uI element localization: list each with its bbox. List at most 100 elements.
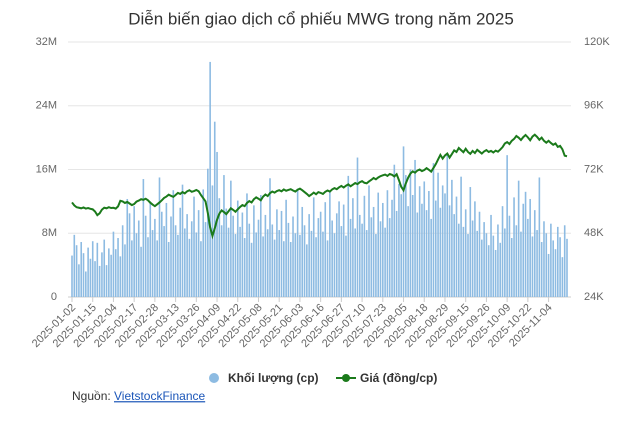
bar (200, 241, 202, 297)
bar (211, 185, 214, 297)
bar (499, 242, 502, 297)
bar (545, 233, 548, 297)
bar (444, 193, 446, 297)
bar (329, 191, 331, 297)
bar (121, 225, 124, 297)
bar (432, 163, 435, 297)
bar (156, 240, 158, 297)
bar (259, 195, 262, 297)
bar (165, 202, 168, 297)
bar (266, 229, 269, 297)
bar (428, 191, 430, 297)
bar (513, 197, 515, 297)
bar (469, 187, 472, 297)
bar (262, 236, 264, 297)
bar (561, 257, 564, 297)
legend-label: Khối lượng (cp) (228, 371, 319, 385)
chart-title: Diễn biến giao dịch cổ phiếu MWG trong n… (128, 9, 514, 28)
bar (216, 151, 218, 297)
bar (306, 244, 308, 297)
bar (418, 186, 421, 297)
bar (563, 225, 566, 297)
bar (487, 245, 490, 297)
bar (101, 252, 103, 297)
y2-tick-label: 48K (584, 227, 604, 239)
bar (167, 242, 170, 297)
bar (131, 240, 133, 297)
bar (338, 201, 340, 297)
bar (457, 223, 460, 297)
bar (197, 210, 200, 297)
bar (209, 61, 211, 297)
bar (476, 230, 479, 297)
bar (248, 223, 251, 297)
bar (225, 208, 228, 297)
bar (160, 211, 163, 297)
bar (80, 242, 83, 297)
bar (395, 210, 398, 297)
bar (163, 226, 165, 297)
bar (269, 178, 271, 297)
bar (227, 227, 230, 297)
bar (372, 206, 375, 297)
bar (340, 226, 343, 297)
bar (324, 202, 327, 297)
bar (326, 240, 329, 297)
bar (94, 261, 96, 297)
bar (552, 240, 554, 297)
bar (529, 198, 531, 297)
bar (308, 214, 310, 297)
bar (430, 218, 432, 297)
bar (352, 198, 354, 297)
bar (303, 225, 306, 297)
bar (490, 214, 492, 297)
bar (536, 230, 538, 297)
bar (220, 225, 223, 297)
bar (354, 228, 356, 297)
bar (411, 195, 414, 297)
bar (285, 199, 287, 297)
bar (292, 216, 294, 297)
bar (365, 230, 368, 297)
bar (446, 154, 449, 297)
bar (241, 212, 244, 297)
bar (177, 234, 179, 297)
bar (423, 181, 426, 297)
bar (172, 190, 175, 297)
bar (119, 256, 122, 297)
bar (105, 265, 108, 297)
source-link[interactable]: VietstockFinance (114, 389, 205, 403)
bar (441, 185, 444, 297)
y-tick-label: 24M (36, 100, 57, 112)
bar (289, 242, 292, 297)
bar (301, 206, 304, 297)
bar (287, 222, 290, 297)
bar (278, 230, 281, 297)
bar (184, 228, 186, 297)
bar (190, 221, 193, 297)
bar (550, 223, 552, 297)
bar (133, 206, 135, 297)
bar (257, 219, 260, 297)
bar (531, 236, 534, 297)
bar (556, 226, 559, 297)
bar (393, 164, 396, 297)
bar (140, 246, 142, 297)
bar (151, 230, 154, 297)
bar (103, 239, 106, 297)
bar (455, 196, 458, 297)
bar (402, 146, 405, 297)
bar (195, 232, 198, 297)
bar (333, 233, 336, 297)
bar (250, 242, 253, 297)
bar (356, 157, 359, 297)
bar (398, 183, 400, 297)
bar (515, 225, 518, 297)
bar (538, 177, 541, 297)
bar (361, 223, 363, 297)
bar (425, 210, 428, 297)
bar (91, 241, 94, 297)
bar (421, 203, 423, 297)
bar (273, 239, 276, 297)
bar (522, 203, 525, 297)
